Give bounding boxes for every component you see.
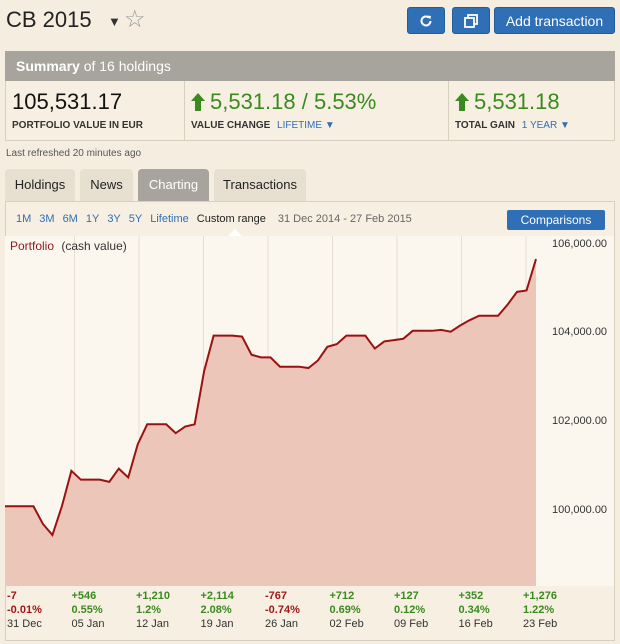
portfolio-value-cell: 105,531.17 PORTFOLIO VALUE IN EUR — [6, 81, 184, 140]
weekly-date: 31 Dec — [7, 618, 42, 630]
y-tick-label: 106,000.00 — [552, 237, 608, 250]
weekly-change: +127 0.12% 09 Feb — [394, 589, 459, 631]
weekly-change: -767 -0.74% 26 Jan — [265, 589, 330, 631]
total-gain-label: TOTAL GAIN — [455, 120, 515, 131]
weekly-change-percent: 2.08% — [200, 604, 232, 616]
portfolio-chart[interactable] — [5, 236, 614, 586]
y-tick-label: 102,000.00 — [552, 415, 608, 428]
last-refreshed: Last refreshed 20 minutes ago — [6, 148, 142, 159]
weekly-change: +2,114 2.08% 19 Jan — [201, 589, 266, 631]
weekly-change-value: +546 — [71, 590, 97, 602]
total-gain: 5,531.18 — [474, 89, 560, 114]
tab-holdings[interactable]: Holdings — [5, 169, 75, 201]
weekly-date: 26 Jan — [265, 618, 299, 630]
weekly-change-percent: -0.74% — [265, 604, 300, 616]
weekly-change-value: +127 — [394, 590, 419, 602]
weekly-date: 05 Jan — [71, 618, 105, 630]
range-3m[interactable]: 3M — [39, 213, 55, 225]
summary-suffix: of 16 holdings — [83, 58, 171, 74]
value-change: 5,531.18 / 5.53% — [210, 89, 377, 114]
summary-box: 105,531.17 PORTFOLIO VALUE IN EUR 5,531.… — [5, 81, 615, 141]
y-tick-label: 100,000.00 — [552, 503, 608, 516]
weekly-change: +1,210 1.2% 12 Jan — [136, 589, 201, 631]
weekly-change-percent: -0.01% — [7, 604, 42, 616]
weekly-change-percent: 0.55% — [71, 604, 103, 616]
weekly-date: 23 Feb — [523, 618, 558, 630]
refresh-icon — [420, 14, 432, 26]
y-tick-label: 104,000.00 — [552, 326, 608, 339]
range-1y[interactable]: 1Y — [85, 213, 100, 225]
portfolio-value: 105,531.17 — [12, 89, 123, 114]
range-selector: 1M 3M 6M 1Y 3Y 5Y Lifetime Custom range … — [16, 213, 420, 225]
weekly-date: 12 Jan — [136, 618, 170, 630]
weekly-change: +1,276 1.22% 23 Feb — [523, 589, 588, 631]
total-gain-cell: 5,531.18 TOTAL GAIN 1 YEAR ▼ — [448, 81, 616, 140]
portfolio-value-label: PORTFOLIO VALUE IN EUR — [12, 120, 143, 131]
tab-news[interactable]: News — [80, 169, 133, 201]
weekly-change: +352 0.34% 16 Feb — [459, 589, 524, 631]
summary-bar: Summary of 16 holdings — [5, 51, 615, 81]
range-5y[interactable]: 5Y — [128, 213, 143, 225]
weekly-date: 09 Feb — [394, 618, 429, 630]
weekly-date: 02 Feb — [329, 618, 364, 630]
star-icon[interactable]: ☆ — [124, 6, 146, 33]
weekly-change: +546 0.55% 05 Jan — [72, 589, 137, 631]
weekly-change-value: +1,210 — [136, 590, 170, 602]
summary-title: Summary — [16, 58, 80, 74]
up-arrow-icon — [455, 93, 469, 111]
tab-charting[interactable]: Charting — [138, 169, 209, 201]
weekly-change: -7 -0.01% 31 Dec — [7, 589, 72, 631]
tab-transactions[interactable]: Transactions — [214, 169, 306, 201]
refresh-button[interactable] — [407, 7, 445, 34]
range-lifetime[interactable]: Lifetime — [150, 213, 189, 225]
range-pointer — [228, 229, 242, 236]
weekly-change-percent: 0.69% — [329, 604, 361, 616]
weekly-change-value: -7 — [7, 590, 17, 602]
portfolio-header: CB 2015 ▼ ☆ Add transaction — [0, 0, 620, 44]
weekly-date: 19 Jan — [200, 618, 234, 630]
weekly-change-value: -767 — [265, 590, 288, 602]
value-change-label: VALUE CHANGE — [191, 120, 271, 131]
total-gain-period-dropdown[interactable]: 1 YEAR ▼ — [521, 120, 570, 131]
weekly-change-value: +2,114 — [200, 590, 234, 602]
weekly-change-percent: 1.22% — [523, 604, 555, 616]
popout-button[interactable] — [452, 7, 490, 34]
legend-portfolio: Portfolio — [10, 239, 55, 253]
add-transaction-button[interactable]: Add transaction — [494, 7, 615, 34]
weekly-change-value: +1,276 — [523, 590, 557, 602]
range-6m[interactable]: 6M — [62, 213, 78, 225]
portfolio-title: CB 2015 — [6, 7, 92, 32]
value-change-cell: 5,531.18 / 5.53% VALUE CHANGE LIFETIME ▼ — [184, 81, 448, 140]
up-arrow-icon — [191, 93, 205, 111]
weekly-date: 16 Feb — [458, 618, 493, 630]
comparisons-button[interactable]: Comparisons — [507, 210, 605, 230]
weekly-change-percent: 0.34% — [458, 604, 490, 616]
range-1m[interactable]: 1M — [16, 213, 32, 225]
portfolio-line — [5, 258, 537, 538]
value-change-period-dropdown[interactable]: LIFETIME ▼ — [277, 120, 335, 131]
weekly-change: +712 0.69% 02 Feb — [330, 589, 395, 631]
weekly-change-percent: 1.2% — [136, 604, 162, 616]
range-dates: 31 Dec 2014 - 27 Feb 2015 — [277, 213, 412, 225]
weekly-change-percent: 0.12% — [394, 604, 426, 616]
chart-legend: Portfolio (cash value) — [10, 239, 127, 253]
weekly-change-value: +352 — [458, 590, 484, 602]
weekly-change-value: +712 — [329, 590, 355, 602]
range-custom[interactable]: Custom range — [196, 213, 266, 225]
popout-icon — [464, 13, 478, 28]
legend-cash-value: (cash value) — [61, 239, 127, 253]
range-3y[interactable]: 3Y — [107, 213, 121, 225]
portfolio-dropdown-icon[interactable]: ▼ — [108, 14, 121, 29]
portfolio-area — [5, 259, 536, 586]
